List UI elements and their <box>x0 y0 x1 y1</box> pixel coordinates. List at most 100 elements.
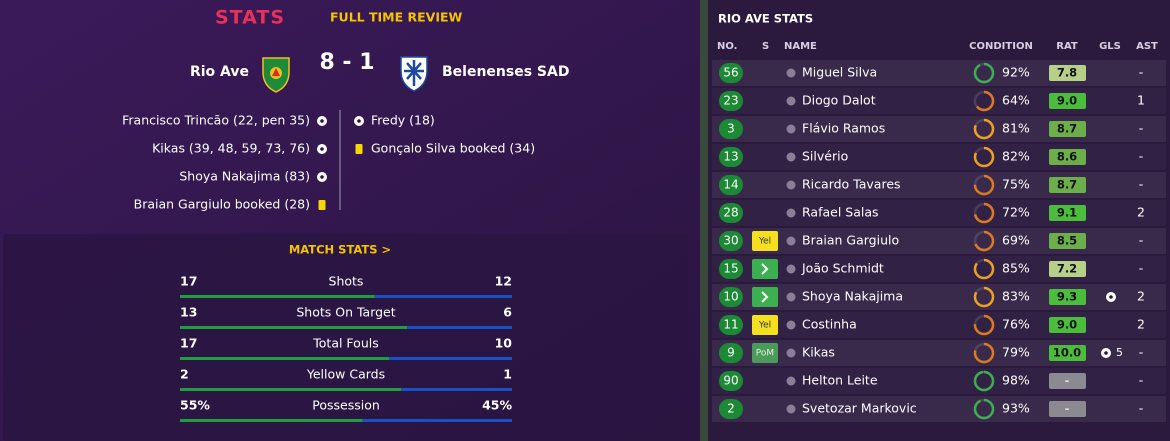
info-icon[interactable] <box>786 236 796 246</box>
column-header[interactable]: NO. <box>717 41 737 52</box>
rating-box <box>1049 401 1086 417</box>
goal-icon-patch <box>320 175 324 179</box>
player-row[interactable] <box>712 88 1166 114</box>
player-row[interactable] <box>712 368 1166 394</box>
stat-label: Possession <box>312 398 380 413</box>
player-name[interactable]: Helton Leite <box>802 373 878 388</box>
player-name[interactable]: Shoya Nakajima <box>802 289 903 304</box>
column-header[interactable]: S <box>762 41 769 52</box>
player-name[interactable]: Flávio Ramos <box>802 121 885 136</box>
player-name[interactable]: Diogo Dalot <box>802 93 876 108</box>
sub-badge <box>752 287 778 307</box>
number-badge <box>719 231 743 251</box>
info-icon[interactable] <box>786 376 796 386</box>
away-team[interactable]: Belenenses SAD <box>442 64 569 80</box>
shirt-number: 11 <box>723 318 738 332</box>
condition-text: 92% <box>1002 65 1030 80</box>
sub-arrow <box>761 291 769 303</box>
player-name[interactable]: João Schmidt <box>801 261 884 276</box>
assists-text: 1 <box>1137 93 1145 108</box>
status-text: Yel <box>758 321 771 331</box>
player-row[interactable] <box>712 284 1166 310</box>
stat-bar-home <box>180 357 390 360</box>
player-row[interactable] <box>712 60 1166 86</box>
info-icon[interactable] <box>786 180 796 190</box>
away-crest <box>400 56 428 92</box>
player-row[interactable] <box>712 116 1166 142</box>
status-text: PoM <box>756 349 774 359</box>
shirt-number: 14 <box>723 178 738 192</box>
info-icon[interactable] <box>786 320 796 330</box>
player-row[interactable] <box>712 200 1166 226</box>
page-subtitle: FULL TIME REVIEW <box>330 10 463 25</box>
condition-ring <box>973 258 995 280</box>
rating-text: 9.0 <box>1057 94 1077 108</box>
info-icon[interactable] <box>786 152 796 162</box>
match-stats-link[interactable]: MATCH STATS > <box>289 243 391 257</box>
shirt-number: 2 <box>727 402 735 416</box>
info-icon[interactable] <box>786 96 796 106</box>
condition-ring <box>973 342 995 364</box>
rating-text: 8.5 <box>1057 234 1077 248</box>
player-name[interactable]: Kikas <box>802 345 835 360</box>
stat-label: Total Fouls <box>312 336 378 351</box>
column-header[interactable]: GLS <box>1099 41 1121 52</box>
player-name[interactable]: Miguel Silva <box>802 65 877 80</box>
info-icon[interactable] <box>786 68 796 78</box>
condition-text: 93% <box>1002 401 1030 416</box>
player-row[interactable] <box>712 340 1166 366</box>
player-name[interactable]: Costinha <box>802 317 857 332</box>
number-badge <box>719 147 743 167</box>
home-team[interactable]: Rio Ave <box>190 64 249 80</box>
info-icon[interactable] <box>786 264 796 274</box>
stat-bar-home <box>180 388 402 391</box>
player-name[interactable]: Svetozar Markovic <box>802 401 917 416</box>
goal-icon-patch <box>1109 295 1113 299</box>
condition-ring <box>973 398 995 420</box>
shirt-number: 30 <box>723 234 738 248</box>
home-event: Kikas (39, 48, 59, 73, 76) <box>152 141 310 156</box>
player-name[interactable]: Rafael Salas <box>802 205 879 220</box>
player-name[interactable]: Ricardo Tavares <box>802 177 901 192</box>
condition-text: 64% <box>1002 93 1030 108</box>
player-name[interactable]: Braian Gargiulo <box>802 233 899 248</box>
score: 8 - 1 <box>319 50 374 75</box>
player-name[interactable]: Silvério <box>802 149 848 164</box>
shirt-number: 56 <box>723 66 738 80</box>
number-badge <box>719 287 743 307</box>
column-header[interactable]: RAT <box>1056 41 1078 52</box>
column-header[interactable]: NAME <box>784 41 817 52</box>
stat-away: 6 <box>503 305 512 320</box>
assists-text: - <box>1139 261 1144 276</box>
assists-text: - <box>1139 65 1144 80</box>
condition-text: 75% <box>1002 177 1030 192</box>
column-header[interactable]: CONDITION <box>969 41 1033 52</box>
shirt-number: 9 <box>727 346 735 360</box>
condition-text: 81% <box>1002 121 1030 136</box>
condition-text: 79% <box>1002 345 1030 360</box>
info-icon[interactable] <box>786 292 796 302</box>
rating-box <box>1049 93 1086 109</box>
player-row[interactable] <box>712 172 1166 198</box>
assists-text: - <box>1139 121 1144 136</box>
info-icon[interactable] <box>786 208 796 218</box>
away-event: Fredy (18) <box>371 113 435 128</box>
home-event: Braian Gargiulo booked (28) <box>134 197 310 212</box>
shirt-number: 13 <box>723 150 738 164</box>
player-row[interactable] <box>712 396 1166 422</box>
info-icon[interactable] <box>786 348 796 358</box>
rating-box <box>1049 233 1086 249</box>
column-header[interactable]: AST <box>1136 41 1158 52</box>
rating-text: 8.6 <box>1057 150 1077 164</box>
stat-bar-home <box>180 419 363 422</box>
player-row[interactable] <box>712 312 1166 338</box>
info-icon[interactable] <box>786 124 796 134</box>
status-badge <box>752 343 778 363</box>
player-row[interactable] <box>712 144 1166 170</box>
player-row[interactable] <box>712 228 1166 254</box>
info-icon[interactable] <box>786 404 796 414</box>
stat-home: 13 <box>180 305 197 320</box>
rating-box <box>1049 289 1086 305</box>
player-row[interactable] <box>712 256 1166 282</box>
